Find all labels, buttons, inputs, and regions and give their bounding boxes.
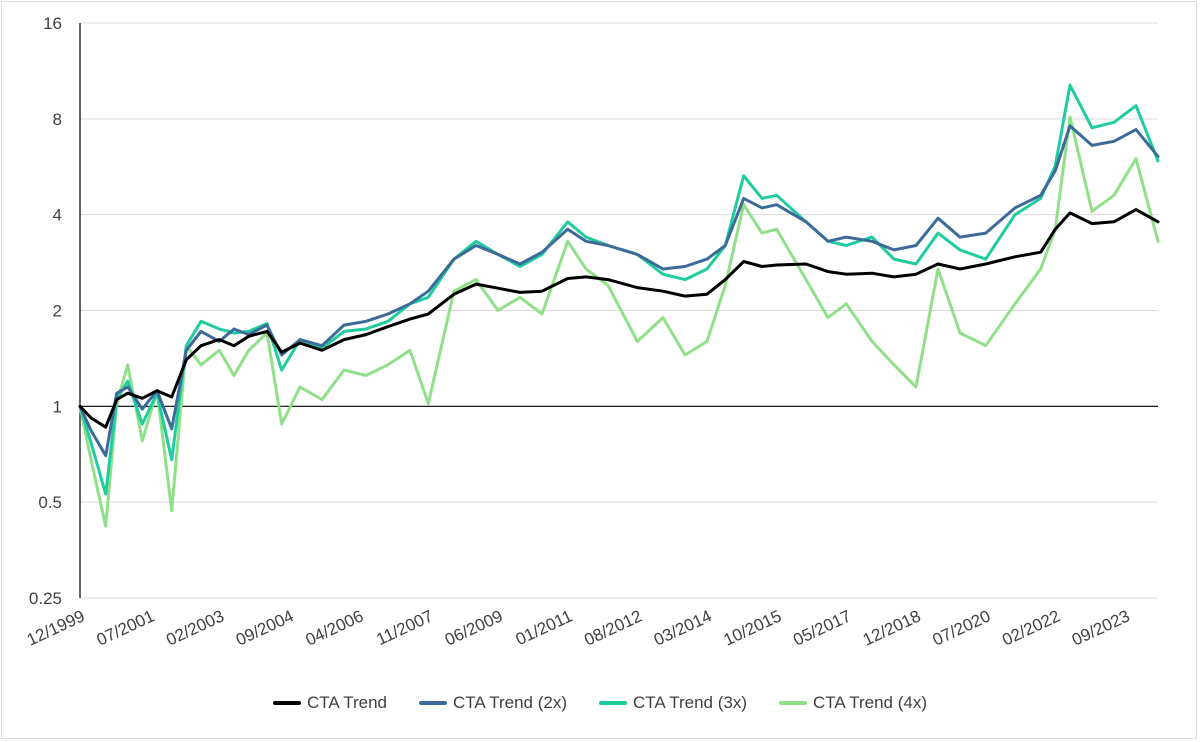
x-tick-label: 05/2017: [790, 606, 854, 649]
series-line-3: [78, 115, 1160, 528]
legend-label: CTA Trend (4x): [813, 693, 927, 712]
y-tick-label: 0.25: [29, 589, 62, 608]
legend-item-cta-trend-4x: CTA Trend (4x): [779, 693, 927, 713]
legend: CTA Trend CTA Trend (2x) CTA Trend (3x) …: [0, 693, 1200, 713]
y-tick-label: 2: [53, 302, 62, 321]
legend-swatch: [419, 701, 447, 705]
y-tick-label: 8: [53, 110, 62, 129]
x-tick-label: 09/2023: [1069, 606, 1133, 649]
y-tick-labels: 0.25 0.5 1 2 4 8 16: [29, 14, 62, 608]
x-tick-label: 11/2007: [373, 606, 436, 649]
x-tick-label: 08/2012: [581, 606, 645, 649]
legend-swatch: [599, 701, 627, 705]
series-lines: [78, 83, 1160, 528]
x-tick-labels: 12/1999 07/2001 02/2003 09/2004 04/2006 11/20…: [24, 606, 1133, 649]
x-tick-label: 12/1999: [24, 606, 88, 649]
x-tick-label: 01/2011: [513, 606, 576, 649]
y-tick-label: 0.5: [38, 493, 62, 512]
y-tick-label: 4: [53, 206, 62, 225]
legend-label: CTA Trend (3x): [633, 693, 747, 712]
x-tick-label: 09/2004: [233, 606, 297, 649]
series-line-1: [78, 124, 1160, 458]
legend-item-cta-trend: CTA Trend: [273, 693, 387, 713]
x-tick-label: 06/2009: [442, 606, 506, 649]
series-line-0: [78, 208, 1160, 429]
axes: [79, 23, 1158, 598]
y-tick-label: 1: [53, 397, 62, 416]
x-tick-label: 07/2020: [930, 606, 994, 649]
legend-swatch: [779, 701, 807, 705]
legend-label: CTA Trend: [307, 693, 387, 712]
y-tick-label: 16: [43, 14, 62, 33]
legend-label: CTA Trend (2x): [453, 693, 567, 712]
x-tick-label: 03/2014: [651, 606, 715, 649]
legend-item-cta-trend-3x: CTA Trend (3x): [599, 693, 747, 713]
x-tick-label: 02/2022: [999, 606, 1063, 649]
x-tick-label: 07/2001: [94, 606, 158, 649]
gridlines: [80, 22, 1158, 599]
legend-item-cta-trend-2x: CTA Trend (2x): [419, 693, 567, 713]
x-tick-label: 10/2015: [721, 606, 785, 649]
x-tick-label: 02/2003: [163, 606, 227, 649]
x-tick-label: 04/2006: [303, 606, 367, 649]
legend-swatch: [273, 701, 301, 705]
x-tick-label: 12/2018: [860, 606, 924, 649]
series-line-2: [78, 83, 1160, 496]
